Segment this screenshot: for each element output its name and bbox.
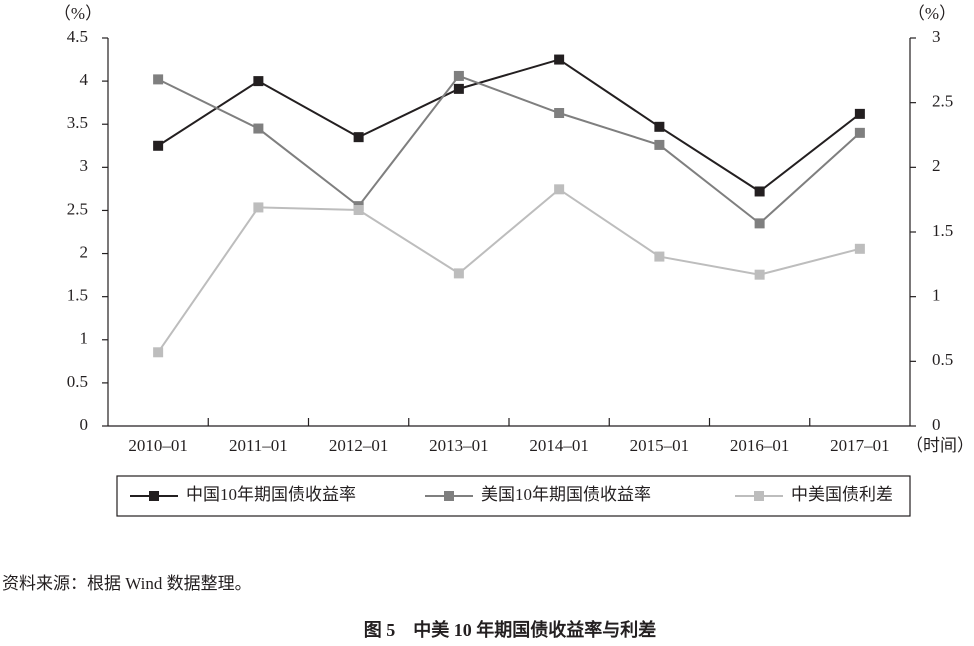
x-tick-label: 2016–01 [730,436,790,455]
legend-marker [754,491,764,501]
y2-tick-label: 3 [932,27,941,46]
series-line [157,74,861,225]
point-marker [854,127,865,138]
point-marker [854,108,865,119]
point-marker [754,218,765,229]
legend-box [116,475,911,517]
y-tick-label: 0 [80,415,89,434]
y2-tick-label: 1.5 [932,221,953,240]
figure-caption: 图 5 中美 10 年期国债收益率与利差 [364,619,657,640]
point-marker [453,268,464,279]
point-marker [554,184,565,195]
y2-tick-label: 0.5 [932,350,953,369]
legend-label: 中国10年期国债收益率 [186,485,356,504]
point-marker [453,70,464,81]
y2-tick-label: 1 [932,286,941,305]
point-marker [854,243,865,254]
y2-axis-label: （%） [908,4,956,23]
point-marker [554,54,565,65]
y-tick-label: 4.5 [67,27,88,46]
legend-marker [444,491,454,501]
y-tick-label: 2.5 [67,199,88,218]
point-marker [754,269,765,280]
point-marker [153,140,164,151]
y-tick-label: 2 [80,242,89,261]
series-line [157,188,861,353]
point-marker [153,347,164,358]
point-marker [153,74,164,85]
point-marker [654,121,665,132]
point-marker [754,186,765,197]
x-tick-label: 2011–01 [229,436,288,455]
point-marker [654,251,665,262]
y-axis-label: （%） [54,4,102,23]
point-marker [353,205,364,216]
x-tick-label: 2012–01 [329,436,389,455]
legend-label: 中美国债利差 [791,485,893,504]
y2-tick-label: 0 [932,415,941,434]
y-tick-label: 1 [80,329,89,348]
x-tick-label: 2010–01 [128,436,188,455]
x-tick-label: 2014–01 [529,436,589,455]
y2-tick-label: 2 [932,156,941,175]
point-marker [453,83,464,94]
legend-marker [149,491,159,501]
point-marker [353,132,364,143]
x-tick-label: 2015–01 [630,436,690,455]
x-tick-label: 2013–01 [429,436,489,455]
point-marker [253,76,264,87]
point-marker [654,139,665,150]
y-tick-label: 4 [80,70,89,89]
point-marker [554,108,565,119]
series-line [157,58,861,193]
y2-tick-label: 2.5 [932,92,953,111]
point-marker [253,202,264,213]
y-tick-label: 3.5 [67,113,88,132]
y-tick-label: 3 [80,156,89,175]
point-marker [253,123,264,134]
legend-label: 美国10年期国债收益率 [481,485,651,504]
y-tick-label: 0.5 [67,372,88,391]
x-tick-label: 2017–01 [830,436,890,455]
source-note: 资料来源：根据 Wind 数据整理。 [2,574,252,593]
y-tick-label: 1.5 [67,286,88,305]
x-axis-label: （时间） [906,436,974,455]
